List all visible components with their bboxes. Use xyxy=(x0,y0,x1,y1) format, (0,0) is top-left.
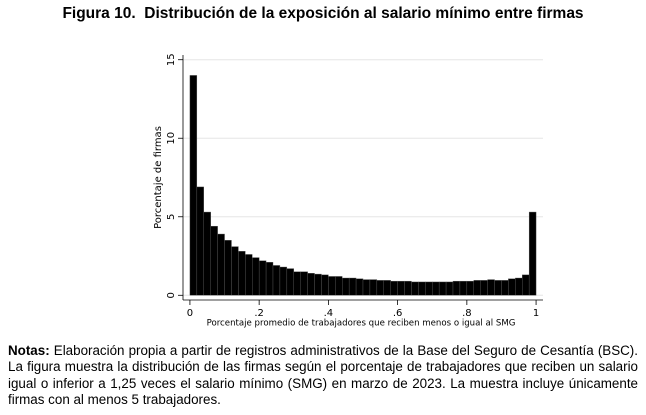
bar xyxy=(300,271,308,296)
bar xyxy=(501,280,509,296)
bar xyxy=(411,281,419,296)
bar xyxy=(258,260,267,296)
bar xyxy=(224,240,232,296)
x-tick-label: .8 xyxy=(462,308,472,319)
bar xyxy=(189,75,198,296)
bar xyxy=(217,233,225,296)
bar xyxy=(196,186,204,296)
bar xyxy=(383,280,391,296)
x-axis-label: Porcentaje promedio de trabajadores que … xyxy=(207,319,516,329)
bar xyxy=(252,257,260,296)
bar xyxy=(480,280,488,296)
bar xyxy=(432,281,440,296)
bar xyxy=(348,277,357,296)
bar xyxy=(210,225,218,296)
notes: Notas: Elaboración propia a partir de re… xyxy=(8,343,638,409)
bar xyxy=(203,211,211,296)
bar xyxy=(362,279,371,296)
bar xyxy=(355,278,364,296)
bar xyxy=(238,251,246,296)
bar xyxy=(473,280,481,296)
x-tick-label: 1 xyxy=(533,308,539,319)
bar xyxy=(508,278,516,296)
bar xyxy=(390,280,398,296)
bar xyxy=(515,277,523,296)
bar xyxy=(404,280,412,296)
notes-label: Notas: xyxy=(8,343,50,358)
bar xyxy=(459,280,468,296)
bar xyxy=(342,277,350,296)
y-axis-label: Porcentaje de firmas xyxy=(153,126,164,229)
bar xyxy=(487,279,495,296)
bar xyxy=(265,262,274,296)
bar xyxy=(466,280,474,296)
x-tick-label: 0 xyxy=(187,308,193,319)
bar xyxy=(438,281,447,296)
bar xyxy=(272,265,281,296)
bar xyxy=(369,279,378,296)
x-tick-label: .6 xyxy=(393,308,403,319)
bar xyxy=(314,273,322,296)
bar xyxy=(528,211,537,296)
bar xyxy=(445,281,454,296)
notes-text: Elaboración propia a partir de registros… xyxy=(8,343,638,408)
bar xyxy=(376,280,384,296)
bar xyxy=(418,281,426,296)
y-tick-label: 10 xyxy=(166,132,177,145)
bar xyxy=(286,268,294,296)
y-tick-label: 5 xyxy=(166,214,177,220)
bar xyxy=(425,281,433,296)
x-tick-label: .4 xyxy=(324,308,334,319)
bar xyxy=(335,276,343,296)
y-tick-label: 15 xyxy=(166,53,177,66)
bar xyxy=(494,280,502,296)
chart-title: Figura 10. Distribución de la exposición… xyxy=(62,5,584,22)
bar xyxy=(245,254,253,296)
bar xyxy=(293,271,301,296)
y-tick-label: 0 xyxy=(166,292,177,298)
bar xyxy=(522,274,530,296)
x-tick-label: .2 xyxy=(254,308,264,319)
chart: 0 5 10 15 0 .2 .4 .6 .8 1 Porcentaje promedio de t… xyxy=(153,53,543,329)
bar xyxy=(231,246,239,296)
bar xyxy=(321,274,329,296)
bar xyxy=(307,273,315,296)
bar xyxy=(452,280,461,296)
bar xyxy=(328,276,336,296)
bar xyxy=(279,266,288,296)
bar xyxy=(397,280,405,296)
